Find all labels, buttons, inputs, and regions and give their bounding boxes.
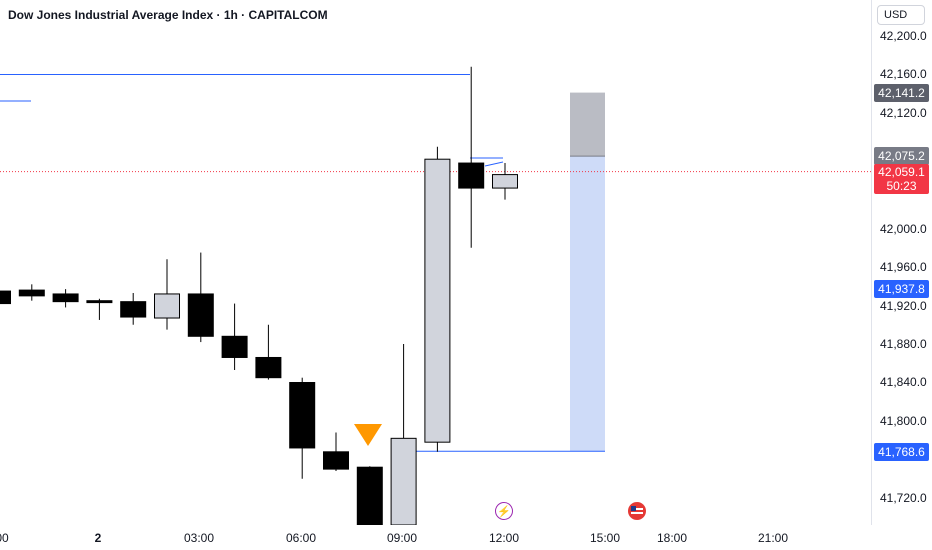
us-flag-event-icon[interactable]	[628, 502, 646, 520]
candle-body[interactable]	[356, 466, 383, 525]
candle-body[interactable]	[0, 290, 11, 305]
price-tick: 42,120.0	[880, 106, 927, 120]
candle-body[interactable]	[52, 293, 79, 303]
time-tick-day: 2	[94, 531, 102, 545]
time-tick: 12:00	[488, 531, 520, 545]
price-tick: 41,920.0	[880, 299, 927, 313]
candle-body[interactable]	[187, 293, 214, 337]
current-price-tag[interactable]: 42,059.1 50:23	[874, 164, 929, 194]
price-tick: 41,960.0	[880, 260, 927, 274]
short-trend-line[interactable]	[484, 161, 504, 167]
entry-price-tag[interactable]: 42,075.2	[874, 147, 929, 165]
time-tick: 00	[0, 531, 9, 545]
stop-price-tag[interactable]: 41,768.6	[874, 443, 929, 461]
stop-zone[interactable]	[570, 156, 605, 452]
time-tick: 21:00	[757, 531, 789, 545]
candle-body[interactable]	[424, 158, 451, 443]
chart-title: Dow Jones Industrial Average Index · 1h …	[8, 8, 328, 22]
triangle-down-icon[interactable]	[354, 424, 382, 446]
price-tick: 42,000.0	[880, 222, 927, 236]
candle-body[interactable]	[492, 174, 518, 189]
bar-countdown: 50:23	[886, 179, 917, 193]
currency-button[interactable]: USD	[877, 5, 925, 25]
candle-body[interactable]	[323, 451, 349, 470]
candle-body[interactable]	[255, 356, 282, 379]
price-tick: 42,160.0	[880, 67, 927, 81]
time-tick: 18:00	[656, 531, 688, 545]
candle-body[interactable]	[221, 335, 248, 358]
candle-body[interactable]	[154, 293, 180, 319]
price-chart[interactable]	[0, 0, 872, 525]
price-tick: 41,720.0	[880, 491, 927, 505]
candle-body[interactable]	[289, 382, 316, 449]
time-tick: 15:00	[589, 531, 621, 545]
lightning-event-icon[interactable]: ⚡	[495, 502, 513, 520]
price-tick: 41,840.0	[880, 375, 927, 389]
time-axis[interactable]	[0, 525, 872, 550]
candle-body[interactable]	[86, 300, 113, 304]
target-zone[interactable]	[570, 92, 605, 157]
time-tick: 03:00	[183, 531, 215, 545]
us-flag-icon	[631, 506, 643, 516]
alert-price-tag[interactable]: 41,937.8	[874, 280, 929, 298]
price-tick: 41,880.0	[880, 337, 927, 351]
candle-body[interactable]	[18, 289, 45, 297]
candle-body[interactable]	[458, 162, 485, 189]
price-tick: 41,800.0	[880, 414, 927, 428]
time-tick: 09:00	[386, 531, 418, 545]
target-price-tag[interactable]: 42,141.2	[874, 84, 929, 102]
current-price-value: 42,059.1	[878, 165, 925, 179]
time-tick: 06:00	[285, 531, 317, 545]
candle-body[interactable]	[390, 437, 417, 525]
price-tick: 42,200.0	[880, 29, 927, 43]
candle-body[interactable]	[120, 301, 147, 318]
